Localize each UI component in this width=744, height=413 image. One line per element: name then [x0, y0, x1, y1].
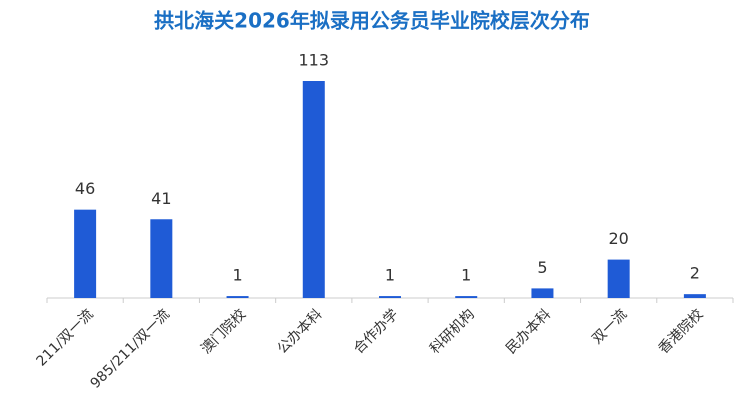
x-tick-label: 澳门院校 [198, 306, 250, 358]
bar [302, 81, 325, 298]
data-label: 1 [232, 266, 242, 285]
data-label: 113 [299, 51, 330, 70]
data-label: 1 [385, 266, 395, 285]
bar [226, 296, 249, 298]
x-tick-label: 科研机构 [427, 306, 478, 357]
data-label: 46 [75, 179, 95, 198]
bar [74, 209, 97, 298]
x-tick-label: 公办本科 [275, 306, 326, 357]
x-tick-label: 211/双一流 [34, 306, 97, 369]
data-label: 2 [690, 264, 700, 283]
chart-title: 拱北海关2026年拟录用公务员毕业院校层次分布 [154, 9, 590, 33]
bar [379, 296, 401, 298]
data-label: 1 [461, 266, 471, 285]
bar [683, 294, 706, 298]
data-label: 20 [608, 229, 628, 248]
bar [455, 296, 478, 298]
data-label: 41 [151, 189, 171, 208]
x-tick-label: 合作办学 [351, 306, 402, 357]
bar [150, 219, 173, 298]
data-label: 5 [537, 258, 547, 277]
x-tick-label: 双一流 [589, 306, 630, 347]
x-tick-label: 985/211/双一流 [88, 306, 173, 391]
bar [531, 288, 554, 298]
x-tick-label: 香港院校 [655, 306, 707, 358]
bar [607, 259, 630, 298]
x-tick-label: 民办本科 [503, 306, 554, 357]
